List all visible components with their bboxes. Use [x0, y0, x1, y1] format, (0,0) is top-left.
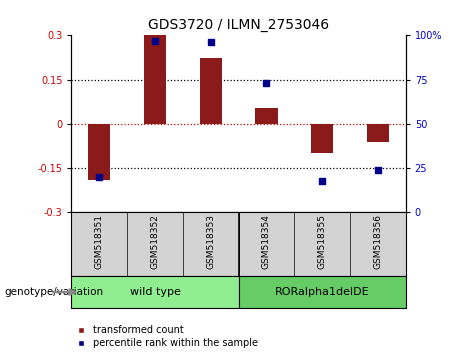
Bar [144, 34, 166, 124]
Text: RORalpha1delDE: RORalpha1delDE [275, 287, 369, 297]
Text: GSM518354: GSM518354 [262, 214, 271, 269]
Text: GSM518356: GSM518356 [373, 214, 382, 269]
Bar [88, 124, 111, 180]
Text: wild type: wild type [130, 287, 180, 297]
Text: genotype/variation: genotype/variation [5, 287, 104, 297]
Bar [200, 57, 222, 124]
Bar [255, 108, 278, 124]
Point [319, 178, 326, 183]
Text: GSM518355: GSM518355 [318, 214, 327, 269]
Point [95, 174, 103, 180]
Point [263, 80, 270, 86]
Point [207, 40, 214, 45]
Bar [366, 124, 389, 142]
Bar [239, 276, 406, 308]
Legend: transformed count, percentile rank within the sample: transformed count, percentile rank withi… [77, 324, 259, 349]
Bar [71, 276, 239, 308]
Text: GSM518351: GSM518351 [95, 214, 104, 269]
Point [151, 38, 159, 44]
Text: GSM518352: GSM518352 [150, 214, 160, 269]
Bar [311, 124, 333, 153]
Text: GSM518353: GSM518353 [206, 214, 215, 269]
Title: GDS3720 / ILMN_2753046: GDS3720 / ILMN_2753046 [148, 18, 329, 32]
Point [374, 167, 382, 173]
